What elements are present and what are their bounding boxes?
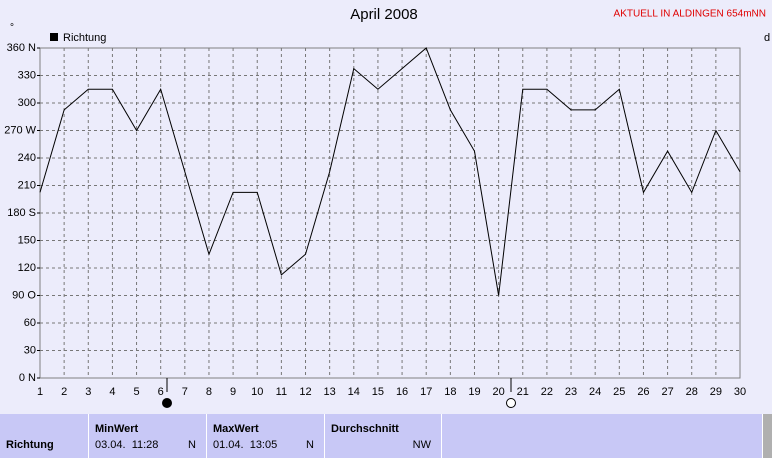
stat-header: MinWert — [95, 423, 139, 435]
x-tick-label: 6 — [158, 386, 164, 398]
y-tick-label: 360 N — [7, 42, 36, 54]
stat-header: Durchschnitt — [331, 423, 399, 435]
full-moon-icon — [506, 398, 516, 408]
x-tick-label: 20 — [492, 386, 504, 398]
legend-label: Richtung — [63, 32, 106, 44]
stat-direction: N — [306, 439, 314, 451]
x-tick-label: 18 — [444, 386, 456, 398]
legend-swatch — [50, 33, 58, 41]
y-tick-label: 120 — [18, 262, 36, 274]
stats-table: Richtung MinWert 03.04. 11:28 N MaxWert … — [0, 414, 772, 458]
y-tick-label: 150 — [18, 234, 36, 246]
y-tick-label: 270 W — [4, 124, 36, 136]
x-tick-label: 19 — [468, 386, 480, 398]
x-tick-label: 26 — [637, 386, 649, 398]
x-tick-label: 2 — [61, 386, 67, 398]
y-tick-label: 210 — [18, 179, 36, 191]
y-tick-label: 0 N — [19, 372, 36, 384]
x-tick-label: 25 — [613, 386, 625, 398]
x-tick-label: 23 — [565, 386, 577, 398]
x-tick-label: 16 — [396, 386, 408, 398]
x-tick-label: 11 — [276, 386, 287, 398]
stat-direction: NW — [412, 439, 431, 451]
y-unit: ° — [10, 23, 14, 34]
x-tick-label: 17 — [420, 386, 432, 398]
x-tick-label: 8 — [206, 386, 212, 398]
x-tick-label: 15 — [372, 386, 384, 398]
x-tick-label: 30 — [734, 386, 746, 398]
stat-cell: Durchschnitt NW — [324, 414, 441, 458]
empty-cell — [441, 414, 762, 458]
y-tick-label: 240 — [18, 152, 36, 164]
y-tick-label: 30 — [24, 344, 36, 356]
y-tick-label: 180 S — [7, 207, 36, 219]
row-header-cell: Richtung — [0, 414, 88, 458]
x-tick-label: 3 — [85, 386, 91, 398]
stat-cell: MinWert 03.04. 11:28 N — [88, 414, 206, 458]
stat-cell: MaxWert 01.04. 13:05 N — [206, 414, 324, 458]
x-tick-label: 1 — [37, 386, 43, 398]
stat-direction: N — [188, 439, 196, 451]
x-tick-label: 4 — [109, 386, 115, 398]
y-tick-label: 330 — [18, 69, 36, 81]
row-label: Richtung — [6, 439, 54, 451]
stat-date: 03.04. 11:28 — [95, 439, 159, 451]
x-tick-label: 10 — [251, 386, 263, 398]
x-tick-label: 28 — [686, 386, 698, 398]
x-tick-label: 21 — [517, 386, 529, 398]
y-tick-label: 300 — [18, 97, 36, 109]
x-tick-label: 22 — [541, 386, 553, 398]
station-label: AKTUELL IN ALDINGEN 654mNN — [614, 9, 766, 20]
x-tick-label: 29 — [710, 386, 722, 398]
x-tick-label: 5 — [133, 386, 139, 398]
x-tick-label: 9 — [230, 386, 236, 398]
stat-header: MaxWert — [213, 423, 259, 435]
data-line — [39, 47, 741, 296]
x-tick-label: 27 — [661, 386, 673, 398]
x-tick-label: 13 — [324, 386, 336, 398]
right-label: d — [764, 32, 770, 44]
x-tick-label: 14 — [348, 386, 360, 398]
chart-title: April 2008 — [350, 6, 418, 23]
y-tick-label: 90 O — [12, 289, 36, 301]
scroll-edge — [762, 414, 772, 458]
x-tick-label: 7 — [182, 386, 188, 398]
chart: April 2008 AKTUELL IN ALDINGEN 654mNN ° … — [4, 6, 770, 408]
x-tick-label: 12 — [299, 386, 311, 398]
x-tick-label: 24 — [589, 386, 601, 398]
new-moon-icon — [162, 398, 172, 408]
stat-date: 01.04. 13:05 — [213, 439, 278, 451]
y-tick-label: 60 — [24, 317, 36, 329]
